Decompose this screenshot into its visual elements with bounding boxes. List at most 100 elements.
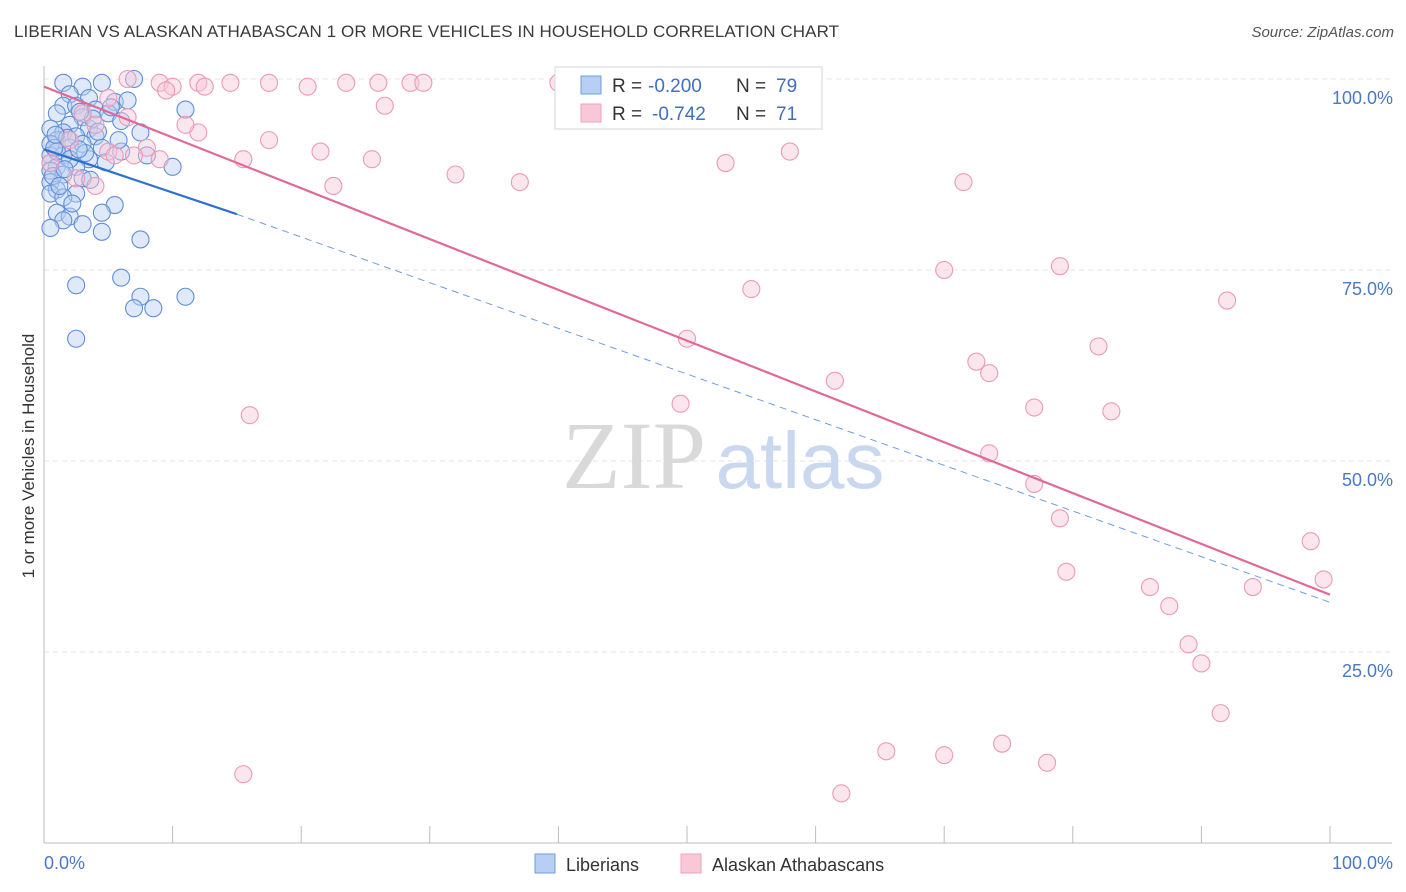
liberian-point-63 (58, 128, 77, 147)
series-legend: Liberians Alaskan Athabascans (534, 853, 884, 875)
liberian-point-4 (124, 69, 144, 89)
athabascan-point-51 (1050, 509, 1069, 528)
liberians-swatch (580, 75, 602, 95)
athabascan-point-48 (1102, 402, 1121, 421)
watermark-zip: ZIP (562, 402, 706, 509)
athabascan-point-8 (414, 73, 433, 92)
liberian-point-50 (41, 218, 60, 238)
liberian-point-10 (47, 104, 66, 123)
legend-liberians-label: Liberians (566, 855, 639, 875)
legend-n-label-1: N = (736, 76, 766, 97)
athabascan-point-54 (1160, 597, 1179, 616)
liberian-point-0 (54, 73, 73, 92)
athabascan-point-39 (742, 280, 761, 299)
liberian-point-51 (92, 222, 111, 241)
y-tick-label-1: 50.0% (1342, 470, 1393, 490)
athabascan-point-40 (825, 371, 844, 390)
athabascan-point-33 (86, 176, 105, 196)
athabascan-point-0 (118, 69, 137, 89)
athabascan-point-5 (337, 73, 356, 92)
athabascan-points (41, 69, 1333, 803)
y-axis-title: 1 or more Vehicles in Household (19, 334, 38, 579)
liberian-point-54 (67, 276, 86, 295)
liberian-point-78 (109, 131, 128, 150)
liberian-point-14 (176, 100, 195, 119)
athabascan-point-23 (124, 146, 144, 165)
athabascan-point-70 (67, 169, 86, 188)
athabascan-point-6 (369, 73, 388, 92)
athabascan-point-56 (1192, 654, 1211, 673)
liberian-point-71 (63, 194, 82, 213)
liberian-point-56 (176, 287, 195, 306)
y-tick-label-2: 75.0% (1342, 279, 1393, 299)
axes (43, 66, 1392, 844)
liberians-points (41, 69, 195, 348)
correlation-legend: R = -0.200 N = 79 R = -0.742 N = 71 (554, 66, 823, 130)
liberian-point-3 (92, 73, 111, 92)
athabascan-point-30 (510, 173, 529, 192)
liberian-point-43 (54, 188, 73, 207)
liberian-point-53 (112, 268, 131, 287)
athabascan-point-3 (221, 73, 240, 92)
athabascan-point-57 (1243, 578, 1262, 597)
liberian-point-7 (54, 96, 73, 115)
liberian-point-57 (124, 299, 144, 318)
athabascan-point-62 (877, 742, 896, 761)
athabascan-point-34 (41, 153, 60, 173)
liberian-trend-extension (236, 213, 1331, 603)
athabascan-point-24 (150, 150, 169, 169)
athabascan-point-32 (954, 173, 973, 192)
y-tick-label-3: 100.0% (1332, 88, 1393, 108)
legend-r-value-2: -0.742 (652, 104, 706, 125)
liberian-point-68 (88, 122, 108, 141)
athabascan-point-47 (1025, 398, 1044, 417)
chart-source: Source: ZipAtlas.com (1251, 24, 1394, 41)
legend-athabascan-label: Alaskan Athabascans (712, 855, 884, 875)
liberian-point-47 (92, 203, 111, 222)
x-tick-label-0: 0.0% (44, 853, 85, 873)
athabascan-point-55 (1179, 635, 1198, 654)
watermark: ZIP atlas (562, 402, 884, 509)
athabascan-point-63 (935, 746, 954, 765)
legend-r-label-2: R = (612, 104, 642, 125)
athabascan-point-61 (240, 406, 259, 425)
liberian-point-74 (46, 125, 65, 144)
athabascan-point-18 (259, 131, 279, 150)
athabascan-point-60 (1211, 704, 1230, 723)
athabascan-point-53 (1140, 578, 1160, 597)
legend-r-label-1: R = (612, 76, 642, 97)
athabascan-point-66 (832, 784, 851, 803)
watermark-atlas: atlas (716, 416, 885, 505)
legend-athabascan-swatch (680, 853, 702, 874)
athabascan-point-7 (401, 73, 420, 92)
athabascan-point-35 (60, 131, 79, 150)
athabascan-point-38 (671, 394, 690, 413)
athabascan-point-12 (157, 81, 176, 100)
liberian-point-59 (67, 329, 86, 348)
athabascan-point-42 (1050, 257, 1069, 276)
athabascan-point-14 (375, 96, 394, 115)
athabascan-point-69 (176, 115, 195, 134)
athabascan-point-64 (993, 734, 1012, 753)
x-tick-labels: 0.0% 100.0% (44, 853, 1393, 873)
athabascan-point-13 (99, 89, 118, 108)
athabascan-point-28 (780, 142, 799, 161)
athabascan-point-16 (86, 115, 105, 134)
trend-lines (43, 85, 1331, 603)
athabascan-point-44 (967, 352, 986, 371)
liberian-point-58 (144, 299, 163, 318)
liberian-point-49 (73, 215, 92, 234)
y-tick-label-0: 25.0% (1342, 661, 1393, 681)
athabascan-point-41 (935, 260, 954, 280)
athabascan-point-11 (298, 77, 317, 96)
liberian-point-55 (131, 287, 150, 306)
y-tick-labels: 25.0% 50.0% 75.0% 100.0% (1332, 88, 1393, 681)
liberian-point-67 (118, 91, 137, 110)
athabascan-point-43 (1218, 291, 1237, 310)
athabascan-trend-line (43, 85, 1331, 596)
legend-liberians-swatch (534, 853, 556, 874)
athabascan-point-58 (1301, 532, 1320, 551)
athabascan-point-31 (324, 176, 343, 196)
legend-r-value-1: -0.200 (648, 76, 702, 97)
